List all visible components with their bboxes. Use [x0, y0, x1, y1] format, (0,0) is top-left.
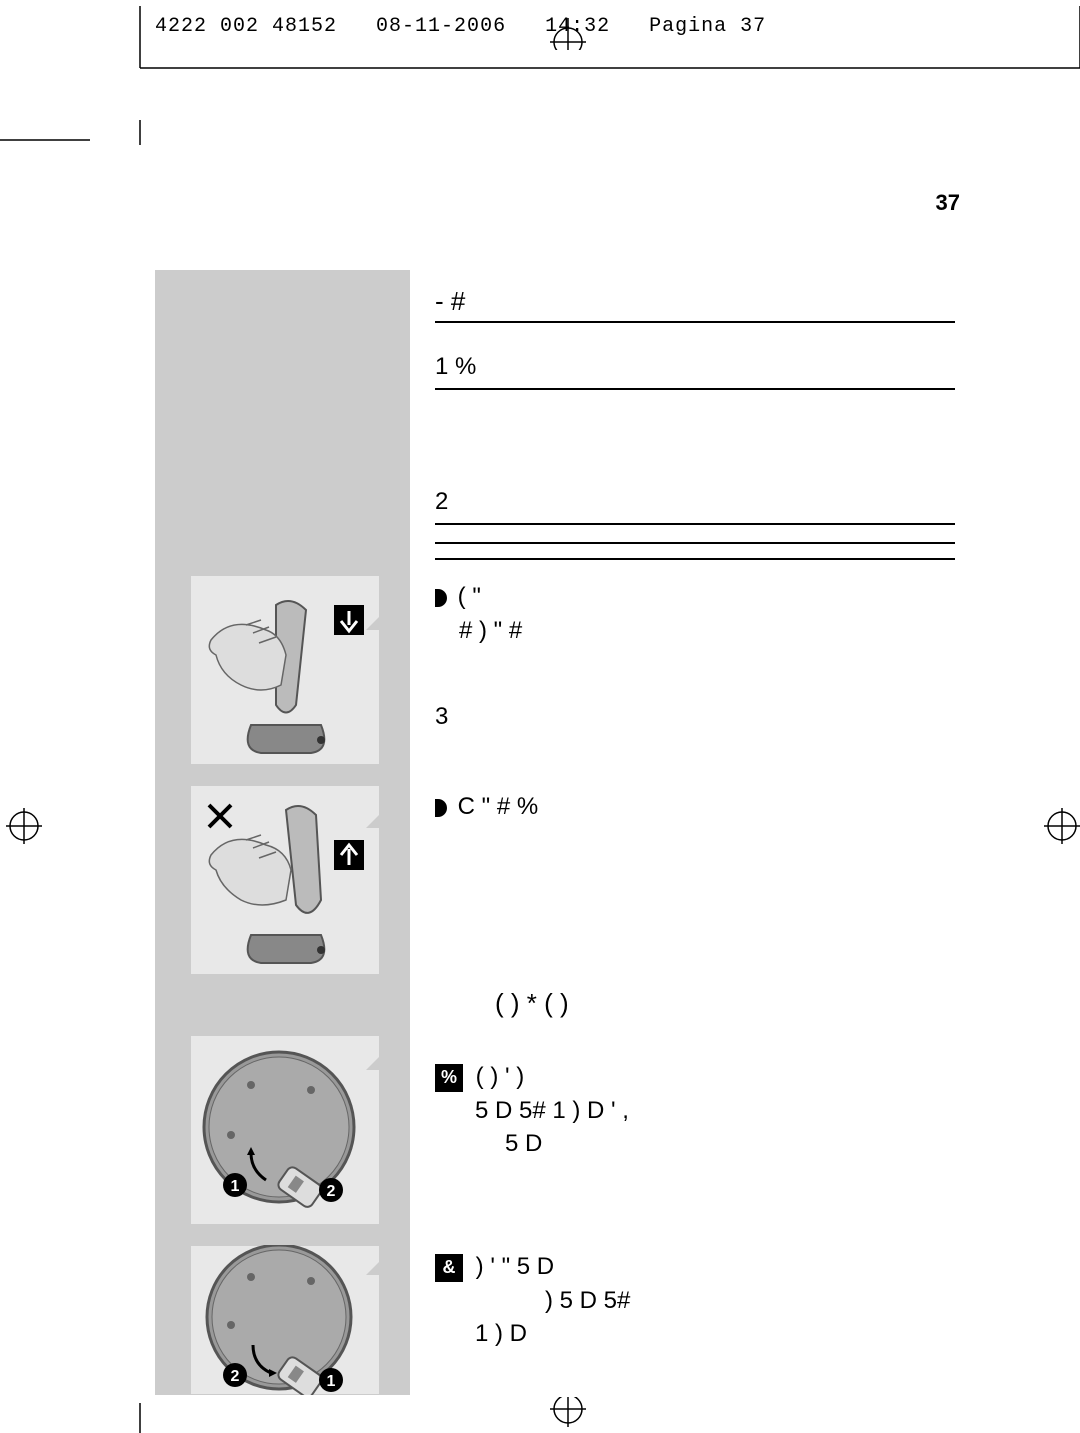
step1-line1: ( ) ' ): [476, 1063, 525, 1090]
step-1-icon: %: [435, 1064, 463, 1092]
heading-2: ( ) * ( ): [495, 985, 569, 1021]
step2-line1: ) ' " 5 D: [476, 1253, 554, 1280]
text-line-1-content: 1 %: [435, 353, 476, 380]
step-2-icon: &: [435, 1254, 463, 1282]
bullet-1: [435, 589, 447, 607]
doc-id: 4222 002 48152: [155, 15, 337, 38]
block-1: ( " # ) " #: [435, 580, 522, 647]
doc-page-label: Pagina 37: [649, 15, 766, 38]
step2-line3: 1 ) D: [475, 1320, 527, 1347]
double-rule: [435, 542, 955, 560]
heading2-text: ( ) * ( ): [495, 988, 569, 1018]
text-line-2: 2: [435, 485, 955, 525]
svg-text:2: 2: [231, 1368, 240, 1385]
crop-guide-left: [130, 120, 150, 1433]
block-1-num: 3: [435, 700, 448, 734]
block1-line1: ( ": [458, 583, 481, 610]
illustration-3: 1 2: [190, 1035, 380, 1225]
section-title: - #: [435, 286, 955, 323]
crop-mark-tl: [0, 120, 150, 160]
block1-line2: # ) " #: [459, 617, 522, 644]
block2-line1: C " # %: [458, 793, 539, 820]
section-title-text: - #: [435, 286, 465, 316]
block-2: C " # %: [435, 790, 538, 824]
svg-text:2: 2: [327, 1183, 336, 1200]
block1-line3: 3: [435, 703, 448, 730]
doc-date: 08-11-2006: [376, 15, 506, 38]
registration-mark-left: [6, 808, 42, 844]
page-number: 37: [936, 190, 960, 216]
crop-mark-bottom: [130, 1393, 150, 1433]
illustration-2: [190, 785, 380, 975]
step1-line3: 5 D: [505, 1130, 542, 1157]
step-2: & ) ' " 5 D ) 5 D 5# 1 ) D: [435, 1250, 630, 1351]
registration-mark-bottom: [550, 1397, 586, 1433]
bullet-2: [435, 799, 447, 817]
text-line-2-content: 2: [435, 488, 448, 515]
registration-mark-right: [1044, 808, 1080, 844]
illustration-1: [190, 575, 380, 765]
header-info: 4222 002 48152 08-11-2006 14:32 Pagina 3…: [155, 15, 766, 38]
step2-line2: ) 5 D 5#: [545, 1287, 630, 1314]
illustration-4: 2 1: [190, 1245, 380, 1395]
text-line-1: 1 %: [435, 350, 955, 390]
svg-text:1: 1: [327, 1373, 336, 1390]
svg-text:1: 1: [231, 1178, 240, 1195]
registration-mark-top: [550, 14, 586, 50]
step1-line2: 5 D 5# 1 ) D ' ,: [475, 1097, 629, 1124]
step-1: % ( ) ' ) 5 D 5# 1 ) D ' , 5 D: [435, 1060, 629, 1161]
